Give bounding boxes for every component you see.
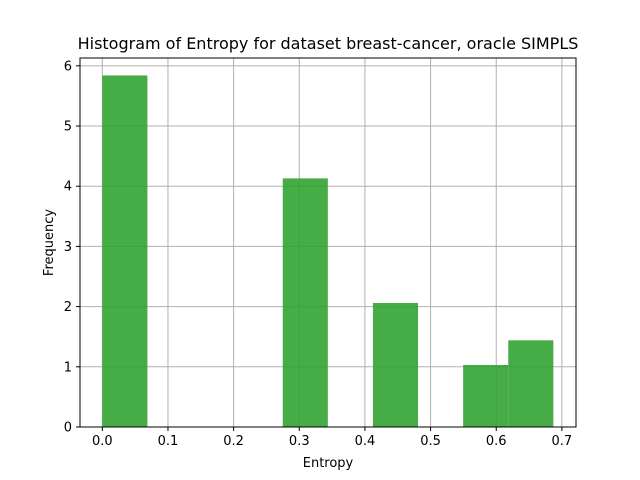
y-tick-label: 4 (64, 180, 72, 195)
x-tick-label: 0.3 (289, 434, 310, 449)
x-axis-label: Entropy (303, 456, 354, 471)
x-tick-label: 0.5 (420, 434, 441, 449)
histogram-bar (102, 75, 148, 427)
x-tick-label: 0.4 (355, 434, 376, 449)
plot-frame (79, 57, 577, 428)
chart-title: Histogram of Entropy for dataset breast-… (78, 34, 579, 53)
histogram-bar (372, 302, 419, 427)
x-axis-ticks: 0.0 0.1 0.2 0.3 0.4 0.5 0.6 0.7 (92, 427, 572, 449)
x-tick-label: 0.6 (486, 434, 507, 449)
x-tick-label: 0.2 (223, 434, 244, 449)
x-tick-label: 0.1 (158, 434, 179, 449)
histogram-bar (282, 178, 328, 427)
histogram-bar (463, 364, 509, 427)
y-tick-label: 2 (64, 300, 72, 315)
y-tick-label: 6 (64, 59, 72, 74)
y-axis-ticks: 0 1 2 3 4 5 6 (64, 59, 80, 436)
y-tick-label: 1 (64, 360, 72, 375)
y-tick-label: 5 (64, 120, 72, 135)
y-tick-label: 0 (64, 421, 72, 436)
x-tick-label: 0.7 (552, 434, 573, 449)
x-tick-label: 0.0 (92, 434, 113, 449)
y-tick-label: 3 (64, 240, 72, 255)
histogram-bar (508, 340, 554, 427)
y-axis-label: Frequency (42, 209, 57, 276)
bars (102, 75, 554, 427)
